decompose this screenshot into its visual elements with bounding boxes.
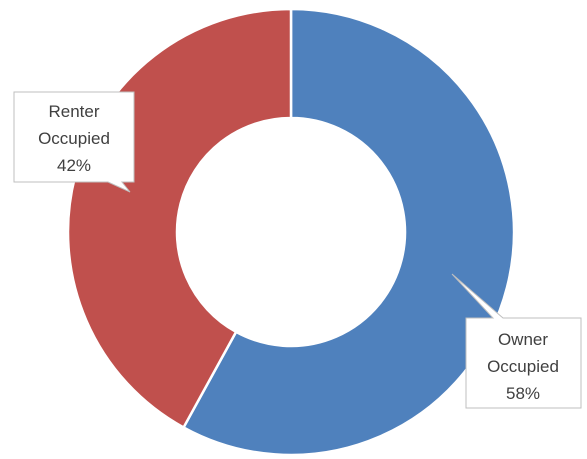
callout-line-renter-1: Renter — [48, 102, 99, 121]
callout-line-owner-1: Owner — [498, 330, 548, 349]
callout-line-owner-2: Occupied — [487, 357, 559, 376]
callout-renter-occupied: Renter Occupied 42% — [13, 91, 135, 193]
callout-box-owner-occupied — [451, 273, 582, 409]
callout-line-renter-2: Occupied — [38, 129, 110, 148]
callout-line-renter-3: 42% — [57, 156, 91, 175]
slices-layer — [66, 7, 516, 457]
callout-owner-occupied: Owner Occupied 58% — [451, 273, 582, 409]
callout-line-owner-3: 58% — [506, 384, 540, 403]
callout-box-renter-occupied — [13, 91, 135, 193]
callouts-layer: Renter Occupied 42% Owner Occupied 58% — [13, 91, 582, 409]
